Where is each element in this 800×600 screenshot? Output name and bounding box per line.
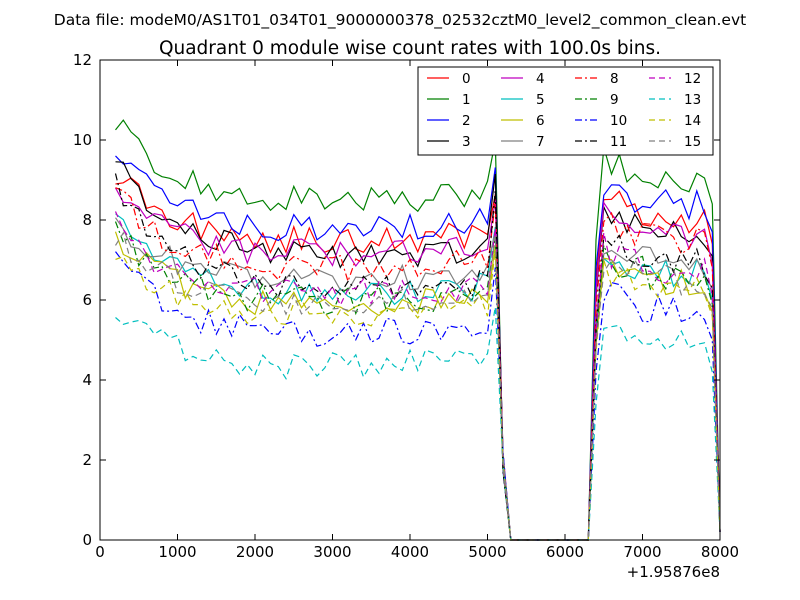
x-tick-label: 8000 [701, 543, 739, 561]
series-line-12 [114, 211, 721, 541]
legend-label-0: 0 [462, 71, 471, 87]
data-file-title: Data file: modeM0/AS1T01_034T01_90000003… [54, 11, 746, 30]
series-line-14 [115, 249, 721, 541]
series-line-0 [115, 177, 721, 541]
y-tick-label: 10 [73, 131, 92, 149]
series-line-6 [114, 231, 721, 541]
x-tick-label: 1000 [158, 543, 196, 561]
legend-label-14: 14 [684, 113, 701, 129]
series-line-11 [114, 173, 721, 541]
series-line-9 [114, 221, 721, 541]
series-line-2 [115, 155, 721, 541]
x-tick-label: 4000 [391, 543, 429, 561]
legend-label-7: 7 [536, 134, 545, 150]
y-tick-label: 8 [82, 211, 92, 229]
series-line-15 [114, 231, 721, 541]
legend-label-2: 2 [462, 113, 471, 129]
series-line-5 [115, 213, 721, 541]
x-tick-label: 7000 [623, 543, 661, 561]
legend-label-15: 15 [684, 134, 701, 150]
series-line-7 [115, 217, 721, 541]
legend-label-6: 6 [536, 113, 545, 129]
legend-label-9: 9 [610, 92, 619, 108]
legend-label-10: 10 [610, 113, 627, 129]
legend-label-13: 13 [684, 92, 701, 108]
x-tick-label: 5000 [468, 543, 506, 561]
legend-label-3: 3 [462, 134, 471, 150]
y-tick-label: 2 [82, 451, 92, 469]
x-offset-label: +1.95876e8 [627, 563, 720, 581]
x-tick-label: 2000 [236, 543, 274, 561]
legend-label-12: 12 [684, 71, 701, 87]
x-tick-label: 0 [95, 543, 105, 561]
series-line-4 [114, 187, 721, 541]
legend-label-8: 8 [610, 71, 619, 87]
legend-label-5: 5 [536, 92, 545, 108]
series-line-13 [115, 306, 721, 541]
legend-label-4: 4 [536, 71, 545, 87]
axis-ticks: 0 1000 2000 3000 4000 5000 6000 7000 80000246810… [73, 51, 739, 561]
y-tick-label: 12 [73, 51, 92, 69]
series-line-10 [115, 251, 721, 541]
series-line-3 [115, 161, 721, 541]
legend-label-11: 11 [610, 134, 627, 150]
y-tick-label: 6 [82, 291, 92, 309]
chart-title: Quadrant 0 module wise count rates with … [159, 38, 661, 59]
y-tick-label: 4 [82, 371, 92, 389]
x-tick-label: 6000 [546, 543, 584, 561]
legend-label-1: 1 [462, 92, 471, 108]
x-tick-label: 3000 [313, 543, 351, 561]
y-tick-label: 0 [82, 531, 92, 549]
legend-box [417, 66, 714, 156]
series-layer [114, 119, 721, 541]
series-line-8 [115, 187, 721, 541]
